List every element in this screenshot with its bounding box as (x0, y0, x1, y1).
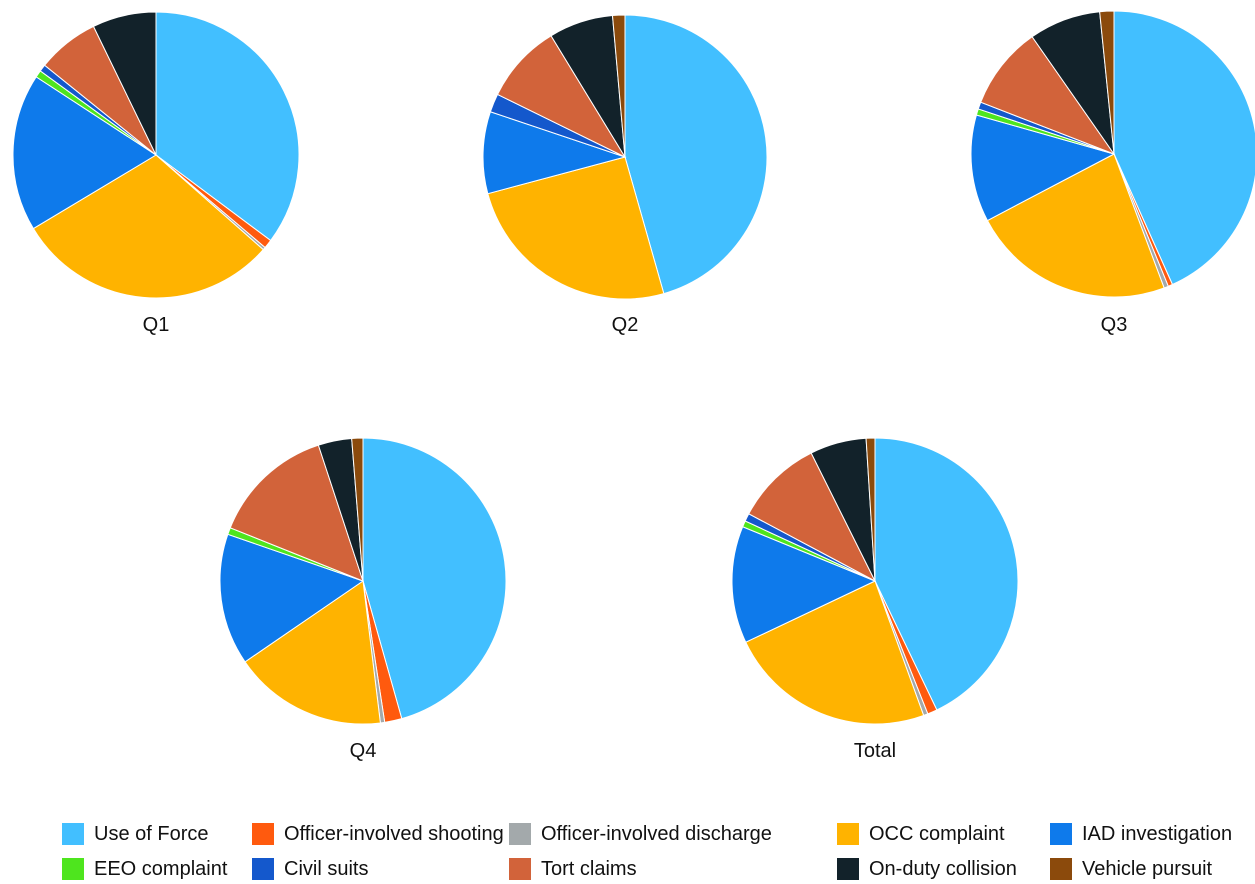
legend-label: OCC complaint (869, 822, 1005, 845)
slice-q1-use-of-force (155, 11, 300, 242)
slice-q2-tort-claims (496, 35, 627, 159)
slice-q3-iad-investigation (970, 114, 1116, 222)
pie-label-q1: Q1 (143, 314, 170, 336)
slice-q1-occ-complaint (32, 154, 264, 299)
legend-label: On-duty collision (869, 857, 1017, 880)
legend-label: Officer-involved discharge (541, 822, 772, 845)
slice-q4-occ-complaint (244, 580, 381, 725)
slice-q1-on-duty-collision (92, 11, 157, 156)
slice-q3-tort-claims (980, 36, 1116, 156)
slice-q4-tort-claims (229, 444, 364, 582)
legend-swatch (509, 858, 531, 880)
legend-label: Civil suits (284, 857, 369, 880)
pie-total: Total (731, 437, 1019, 762)
legend-item-civil-suits: Civil suits (252, 855, 368, 883)
legend-item-eeo-complaint: EEO complaint (62, 855, 227, 883)
legend-item-officer-involved-discharge: Officer-involved discharge (509, 820, 772, 848)
pie-label-total: Total (854, 740, 896, 762)
legend-item-iad-investigation: IAD investigation (1050, 820, 1232, 848)
legend-item-officer-involved-shooting: Officer-involved shooting (252, 820, 504, 848)
legend-item-tort-claims: Tort claims (509, 855, 637, 883)
pie-q4: Q4 (219, 437, 507, 762)
slice-total-use-of-force (874, 437, 1019, 711)
legend-swatch (252, 858, 274, 880)
pie-label-q4: Q4 (350, 740, 377, 762)
legend-item-use-of-force: Use of Force (62, 820, 208, 848)
slice-total-tort-claims (748, 452, 877, 583)
slice-q2-vehicle-pursuit (611, 14, 626, 158)
pie-charts: Q1 Q2 Q3 Q4 Total (12, 10, 1255, 762)
legend-swatch (62, 858, 84, 880)
legend-label: Officer-involved shooting (284, 822, 504, 845)
legend-swatch (837, 823, 859, 845)
slice-total-vehicle-pursuit (865, 437, 876, 582)
legend-item-occ-complaint: OCC complaint (837, 820, 1005, 848)
slice-q4-use-of-force (362, 437, 507, 720)
slice-q1-iad-investigation (12, 76, 157, 230)
slice-q3-use-of-force (1113, 10, 1255, 286)
slice-q2-use-of-force (624, 14, 768, 295)
pie-q2: Q2 (482, 14, 768, 336)
legend-swatch (509, 823, 531, 845)
legend-label: IAD investigation (1082, 822, 1233, 845)
legend-label: Vehicle pursuit (1082, 857, 1213, 880)
legend-item-vehicle-pursuit: Vehicle pursuit (1050, 855, 1212, 883)
legend-label: EEO complaint (94, 857, 228, 880)
slice-q3-occ-complaint (986, 153, 1165, 298)
legend-item-on-duty-collision: On-duty collision (837, 855, 1017, 883)
legend-label: Use of Force (94, 822, 209, 845)
pie-label-q3: Q3 (1101, 314, 1128, 336)
pie-q1: Q1 (12, 11, 300, 336)
slice-q2-occ-complaint (487, 156, 665, 300)
slice-total-iad-investigation (731, 526, 877, 643)
slice-q2-iad-investigation (482, 111, 627, 195)
legend-swatch (62, 823, 84, 845)
legend-swatch (1050, 858, 1072, 880)
legend-swatch (252, 823, 274, 845)
pie-q3: Q3 (970, 10, 1255, 336)
legend-swatch (837, 858, 859, 880)
slice-total-occ-complaint (745, 580, 925, 725)
legend: Use of Force Officer-involved shooting Off… (62, 820, 1252, 884)
slice-q3-vehicle-pursuit (1099, 10, 1115, 155)
slice-q4-vehicle-pursuit (351, 437, 364, 582)
legend-swatch (1050, 823, 1072, 845)
pie-label-q2: Q2 (612, 314, 639, 336)
legend-label: Tort claims (541, 857, 637, 880)
slice-q4-iad-investigation (219, 533, 365, 663)
